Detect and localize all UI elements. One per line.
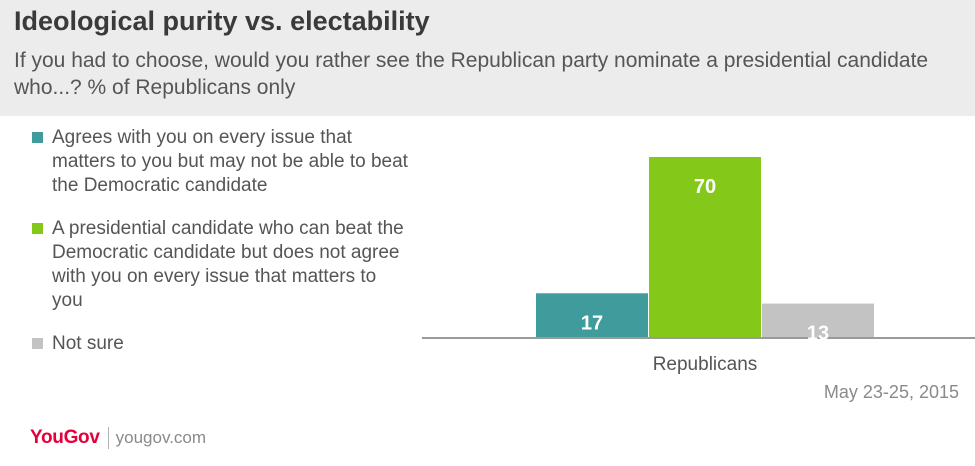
survey-date: May 23-25, 2015 — [823, 382, 959, 402]
data-label-agrees: 17 — [581, 312, 603, 334]
bar-agrees — [536, 293, 648, 337]
yougov-logo: YouGov — [30, 427, 100, 448]
bar-not-sure — [762, 303, 874, 337]
chart-subtitle: If you had to choose, would you rather s… — [14, 49, 929, 99]
data-label-can-beat: 70 — [694, 176, 716, 198]
chart-title: Ideological purity vs. electability — [14, 6, 430, 36]
legend-label-can-beat: A presidential candidate who can beat th… — [52, 218, 404, 311]
legend-swatch-can-beat — [32, 223, 43, 234]
legend-item-can-beat: A presidential candidate who can beat th… — [32, 217, 412, 313]
data-label-not-sure: 13 — [807, 323, 829, 345]
category-label-republicans: Republicans — [653, 354, 758, 375]
legend-item-not-sure: Not sure — [32, 332, 412, 356]
brand-footer: YouGov yougov.com — [30, 427, 206, 449]
site-url: yougov.com — [115, 428, 207, 447]
legend-label-agrees: Agrees with you on every issue that matt… — [52, 127, 408, 196]
legend-label-not-sure: Not sure — [52, 333, 124, 354]
header-band: Ideological purity vs. electability If y… — [0, 0, 975, 116]
legend: Agrees with you on every issue that matt… — [32, 126, 412, 356]
legend-swatch-agrees — [32, 132, 43, 143]
bar-can-beat — [649, 157, 761, 337]
brand-divider — [107, 427, 109, 449]
legend-swatch-not-sure — [32, 338, 43, 349]
legend-item-agrees: Agrees with you on every issue that matt… — [32, 126, 412, 198]
